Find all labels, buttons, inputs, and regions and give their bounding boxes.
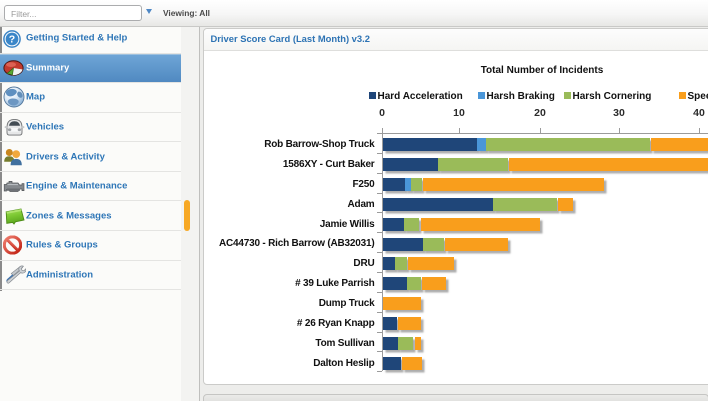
svg-text:?: ? [9,34,15,46]
